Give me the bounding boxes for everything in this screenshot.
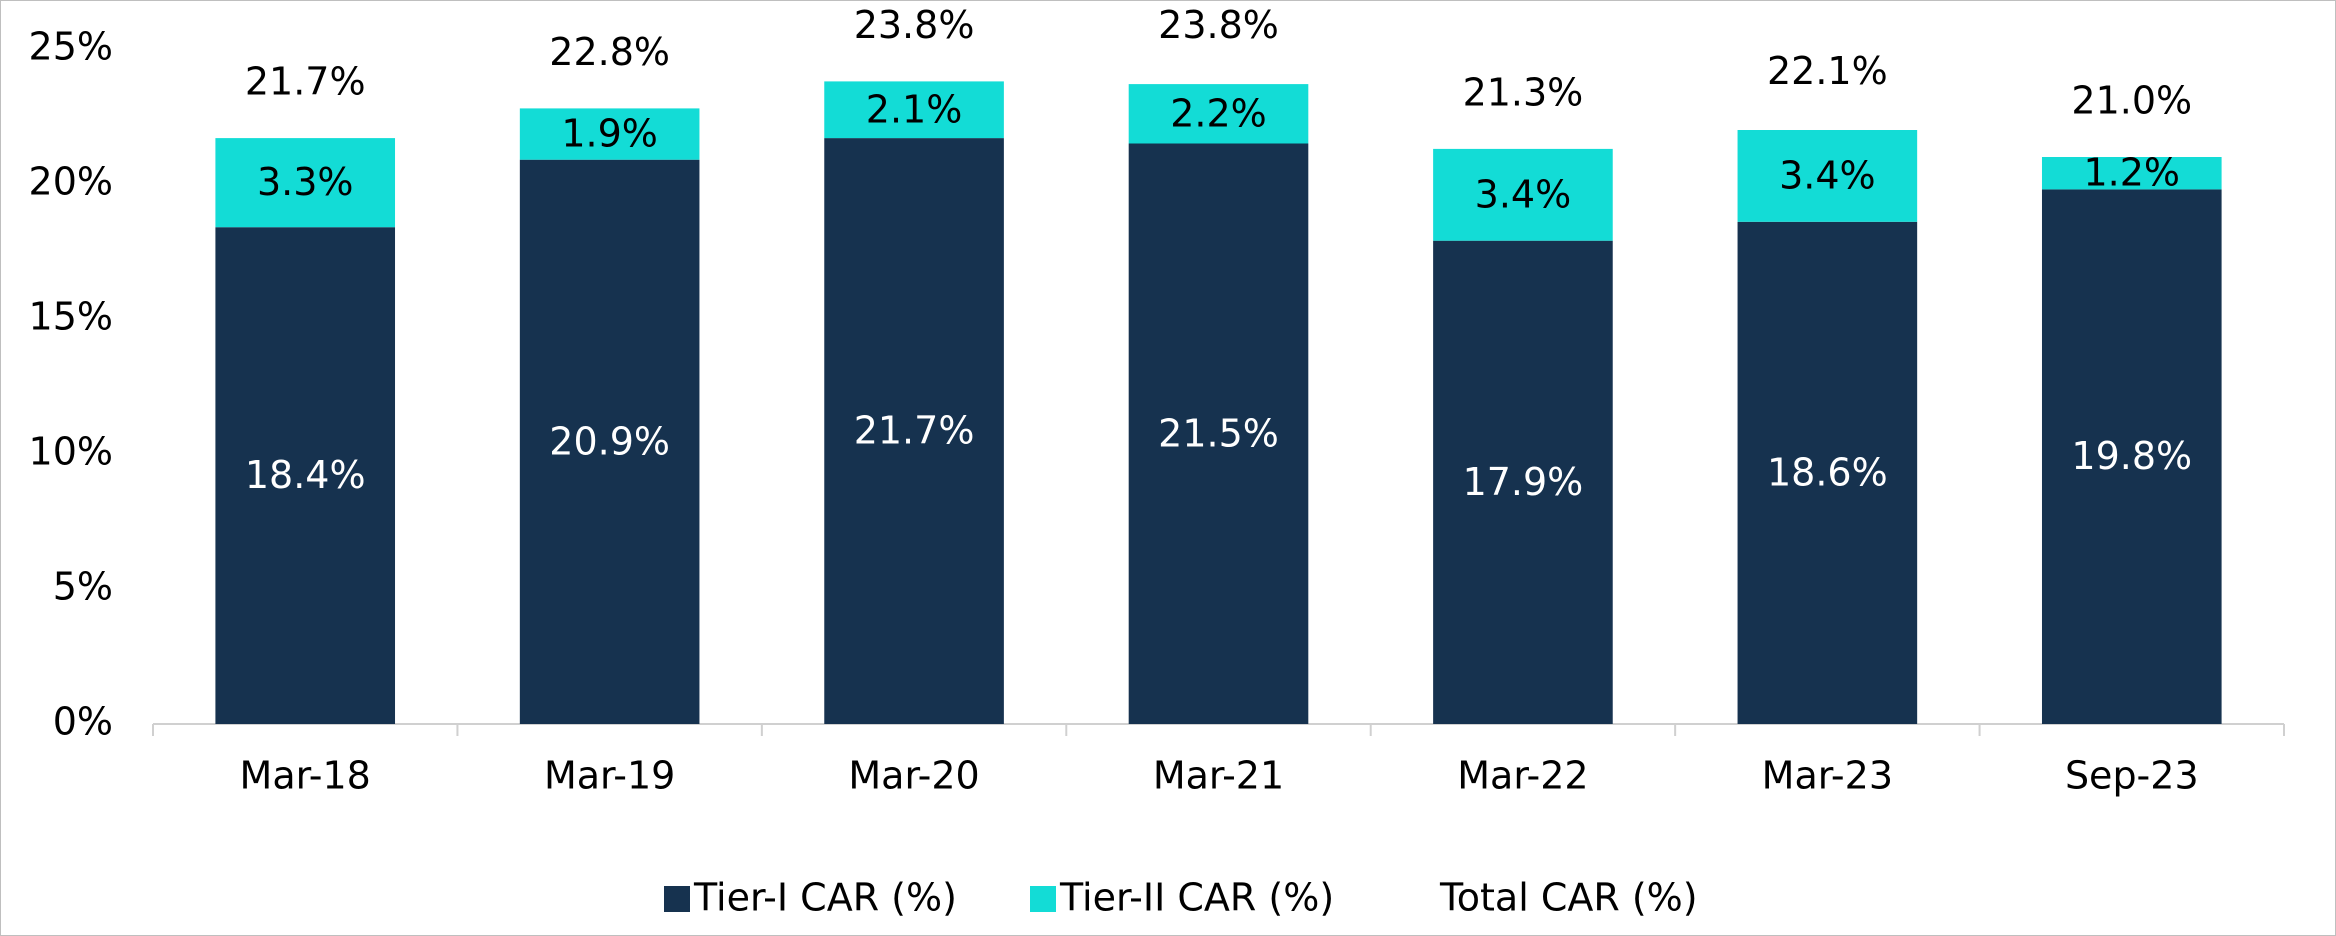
total-label: 21.7% xyxy=(245,60,366,104)
x-tick-label: Mar-18 xyxy=(240,754,371,798)
data-label: 1.9% xyxy=(561,112,658,156)
bar-segment xyxy=(1433,148,1613,241)
x-tick-label: Mar-21 xyxy=(1153,754,1284,798)
bar-segment xyxy=(2041,157,2222,190)
legend-label: Total CAR (%) xyxy=(1439,876,1698,920)
bar-segment xyxy=(215,138,396,228)
x-tick-label: Sep-23 xyxy=(2065,754,2199,798)
bar-segment xyxy=(1128,143,1309,724)
data-label: 21.7% xyxy=(854,409,975,453)
legend-label: Tier-I CAR (%) xyxy=(693,876,957,920)
bar-segment xyxy=(1128,84,1309,144)
data-label: 2.1% xyxy=(866,87,963,131)
data-label: 3.3% xyxy=(257,160,354,204)
data-label: 18.4% xyxy=(245,453,366,497)
legend-label: Tier-II CAR (%) xyxy=(1059,876,1334,920)
bar-segment xyxy=(519,108,700,160)
legend-swatch xyxy=(1030,886,1056,912)
total-label: 23.8% xyxy=(854,3,975,47)
data-label: 19.8% xyxy=(2071,434,2192,478)
total-label: 21.3% xyxy=(1463,70,1584,114)
y-tick-label: 5% xyxy=(53,565,113,609)
x-tick-label: Mar-19 xyxy=(544,754,675,798)
bar-segment xyxy=(2041,189,2222,724)
data-label: 1.2% xyxy=(2084,151,2181,195)
y-tick-label: 20% xyxy=(29,160,113,204)
total-label: 21.0% xyxy=(2071,79,2192,123)
data-label: 18.6% xyxy=(1767,450,1888,494)
y-tick-label: 25% xyxy=(29,25,113,69)
data-label: 3.4% xyxy=(1475,172,1572,216)
data-label: 21.5% xyxy=(1158,411,1279,455)
x-tick-label: Mar-23 xyxy=(1762,754,1893,798)
data-label: 17.9% xyxy=(1463,460,1584,504)
y-tick-label: 15% xyxy=(29,295,113,339)
bar-segment xyxy=(1737,221,1918,725)
y-tick-label: 0% xyxy=(53,700,113,744)
total-label: 22.1% xyxy=(1767,49,1888,93)
bar-segment xyxy=(519,159,700,724)
data-label: 20.9% xyxy=(549,419,670,463)
x-tick-label: Mar-20 xyxy=(848,754,979,798)
data-label: 2.2% xyxy=(1170,91,1267,135)
legend-swatch xyxy=(664,886,690,912)
bar-segment xyxy=(215,227,396,724)
total-label: 23.8% xyxy=(1158,3,1279,47)
data-label: 3.4% xyxy=(1779,153,1876,197)
y-tick-label: 10% xyxy=(29,430,113,474)
total-label: 22.8% xyxy=(549,30,670,74)
bar-segment xyxy=(1737,130,1918,222)
bar-segment xyxy=(1433,240,1613,724)
bar-segment xyxy=(824,138,1004,725)
x-tick-label: Mar-22 xyxy=(1457,754,1588,798)
bar-segment xyxy=(824,81,1004,139)
